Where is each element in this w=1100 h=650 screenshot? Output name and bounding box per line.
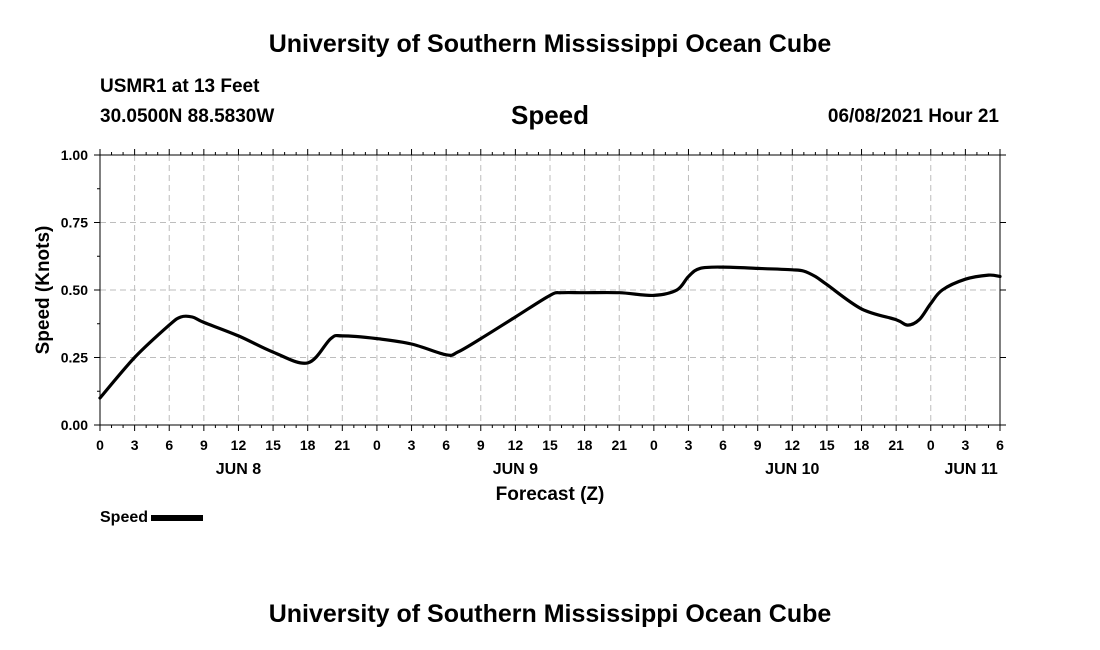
coordinates-label: 30.0500N 88.5830W (100, 106, 275, 127)
y-tick-label: 0.75 (61, 215, 88, 231)
x-tick-label: 12 (785, 437, 801, 453)
x-tick-label: 12 (508, 437, 524, 453)
y-tick-label: 0.00 (61, 417, 88, 433)
series-line-speed (98, 265, 1002, 400)
x-tick-label: 15 (265, 437, 281, 453)
legend: Speed (100, 509, 204, 527)
x-tick-label: 9 (200, 437, 208, 453)
x-tick-label: 21 (335, 437, 351, 453)
x-tick-label: 9 (477, 437, 485, 453)
x-tick-label: 6 (442, 437, 450, 453)
x-tick-label: 3 (961, 437, 969, 453)
x-tick-label: 0 (373, 437, 381, 453)
date-label: JUN 11 (944, 461, 997, 478)
x-tick-label: 3 (131, 437, 139, 453)
x-tick-label: 0 (96, 437, 104, 453)
x-tick-label: 21 (611, 437, 627, 453)
x-tick-label: 18 (300, 437, 316, 453)
y-tick-label: 0.50 (61, 282, 88, 298)
page-title: University of Southern Mississippi Ocean… (268, 30, 832, 58)
y-tick-label: 1.00 (61, 147, 88, 163)
x-tick-label: 6 (719, 437, 727, 453)
footer-title: University of Southern Mississippi Ocean… (268, 600, 832, 628)
x-tick-label: 15 (542, 437, 558, 453)
x-tick-label: 6 (165, 437, 173, 453)
x-tick-label: 18 (577, 437, 593, 453)
date-label: JUN 8 (216, 461, 261, 478)
date-label: JUN 10 (765, 461, 819, 478)
x-tick-label: 18 (854, 437, 870, 453)
legend-swatch (151, 515, 204, 521)
x-tick-label: 15 (819, 437, 835, 453)
station-label: USMR1 at 13 Feet (100, 76, 260, 97)
grid-lines (100, 155, 1000, 425)
x-tick-label: 6 (996, 437, 1004, 453)
y-tick-label: 0.25 (61, 350, 88, 366)
x-tick-label: 21 (888, 437, 904, 453)
tick-labels: 0.00 0.25 0.50 0.75 1.00 0 3 6 9 12 15 18 21 0 3 6 9 12 15… (61, 147, 1004, 478)
forecast-datetime: 06/08/2021 Hour 21 (827, 106, 999, 127)
axis-ticks (94, 149, 1006, 431)
date-label: JUN 9 (493, 461, 538, 478)
x-axis-label: Forecast (Z) (496, 484, 605, 505)
x-tick-label: 3 (685, 437, 693, 453)
legend-label: Speed (100, 509, 149, 526)
x-tick-label: 0 (927, 437, 935, 453)
x-tick-label: 9 (754, 437, 762, 453)
chart-title: Speed (510, 100, 590, 130)
x-tick-label: 0 (650, 437, 658, 453)
series-layer (98, 265, 1002, 400)
x-tick-label: 12 (231, 437, 247, 453)
y-axis-label: Speed (Knots) (33, 226, 54, 355)
x-tick-label: 3 (408, 437, 416, 453)
